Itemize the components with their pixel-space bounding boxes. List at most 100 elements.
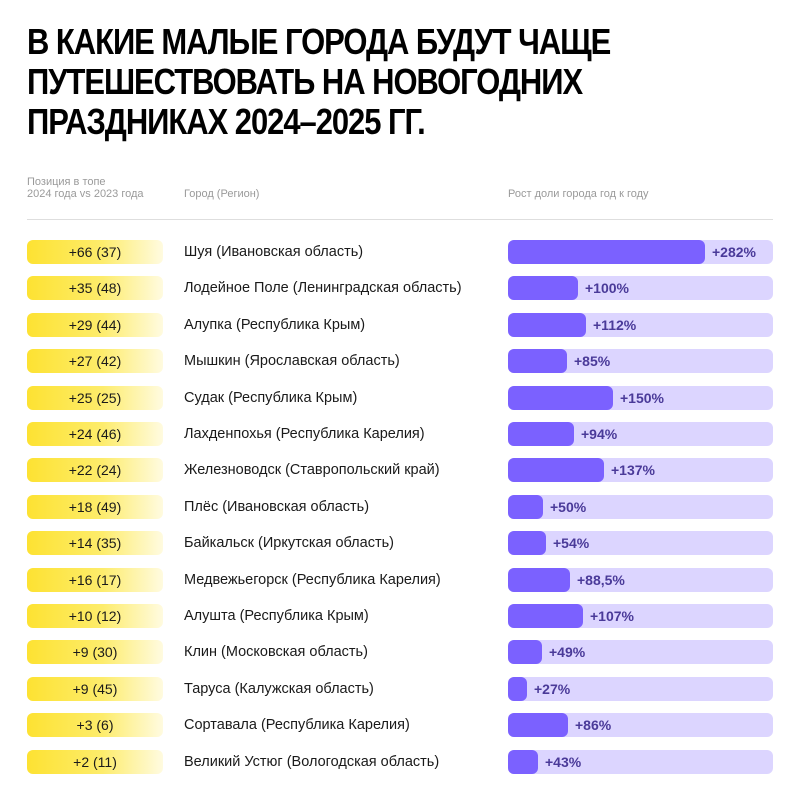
growth-value-label: +50% bbox=[550, 498, 587, 515]
column-header-position-line-2: 2024 года vs 2023 года bbox=[27, 188, 144, 200]
position-change-badge: +24 (46) bbox=[27, 422, 163, 446]
growth-bar-fill bbox=[508, 676, 527, 701]
position-change-badge: +35 (48) bbox=[27, 276, 163, 301]
city-name: Лодейное Поле (Ленинградская область) bbox=[184, 280, 462, 297]
city-name: Судак (Республика Крым) bbox=[184, 389, 358, 406]
growth-bar-fill bbox=[508, 713, 568, 738]
table-row: +9 (30) Клин (Московская область) +49% bbox=[0, 640, 800, 665]
title-line-3: праздниках 2024–2025 гг. bbox=[27, 101, 426, 142]
city-name: Железноводск (Ставропольский край) bbox=[184, 462, 440, 479]
growth-bar-fill bbox=[508, 276, 578, 301]
position-change-badge: +16 (17) bbox=[27, 567, 163, 592]
table-row: +25 (25) Судак (Республика Крым) +150% bbox=[0, 385, 800, 410]
column-header-city: Город (Регион) bbox=[184, 188, 260, 200]
position-change-badge: +9 (30) bbox=[27, 640, 163, 665]
header-divider bbox=[27, 219, 773, 220]
position-change-badge: +29 (44) bbox=[27, 312, 163, 337]
city-name: Байкальск (Иркутская область) bbox=[184, 535, 394, 552]
city-name: Лахденпохья (Республика Карелия) bbox=[184, 426, 425, 442]
city-name: Алупка (Республика Крым) bbox=[184, 316, 366, 333]
table-row: +18 (49) Плёс (Ивановская область) +50% bbox=[0, 494, 800, 519]
position-change-badge: +25 (25) bbox=[27, 385, 163, 410]
growth-bar-track: +107% bbox=[508, 604, 773, 628]
table-row: +35 (48) Лодейное Поле (Ленинградская обл… bbox=[0, 276, 800, 301]
position-change-badge: +2 (11) bbox=[27, 749, 163, 774]
growth-value-label: +112% bbox=[593, 316, 637, 333]
table-row: +29 (44) Алупка (Республика Крым) +112% bbox=[0, 312, 800, 337]
position-change-badge: +66 (37) bbox=[27, 240, 163, 264]
growth-value-label: +282% bbox=[712, 244, 756, 260]
growth-value-label: +43% bbox=[545, 753, 582, 770]
growth-bar-track: +86% bbox=[508, 713, 773, 738]
table-row: +27 (42) Мышкин (Ярославская область) +85% bbox=[0, 349, 800, 374]
growth-bar-track: +100% bbox=[508, 276, 773, 301]
city-name: Великий Устюг (Вологодская область) bbox=[184, 753, 440, 770]
column-header-growth: Рост доли города год к году bbox=[508, 188, 649, 200]
position-change-badge: +14 (35) bbox=[27, 531, 163, 556]
growth-bar-fill bbox=[508, 531, 546, 556]
position-change-badge: +3 (6) bbox=[27, 713, 163, 738]
growth-bar-track: +112% bbox=[508, 312, 773, 337]
growth-bar-track: +50% bbox=[508, 494, 773, 519]
city-name: Таруса (Калужская область) bbox=[184, 680, 374, 697]
city-name: Алушта (Республика Крым) bbox=[184, 608, 369, 624]
growth-value-label: +85% bbox=[574, 353, 611, 370]
growth-bar-fill bbox=[508, 494, 543, 519]
table-row: +14 (35) Байкальск (Иркутская область) +54… bbox=[0, 531, 800, 556]
growth-value-label: +94% bbox=[581, 426, 618, 442]
growth-value-label: +150% bbox=[620, 389, 664, 406]
growth-bar-fill bbox=[508, 240, 705, 264]
table-row: +66 (37) Шуя (Ивановская область) +282% bbox=[0, 240, 800, 264]
title-line-1: В какие малые города будут чаще bbox=[27, 21, 611, 62]
growth-bar-track: +282% bbox=[508, 240, 773, 264]
growth-bar-track: +49% bbox=[508, 640, 773, 665]
growth-value-label: +100% bbox=[585, 280, 629, 297]
growth-bar-fill bbox=[508, 422, 574, 446]
position-change-badge: +9 (45) bbox=[27, 676, 163, 701]
growth-bar-track: +137% bbox=[508, 458, 773, 483]
growth-bar-fill bbox=[508, 604, 583, 628]
city-name: Сортавала (Республика Карелия) bbox=[184, 717, 410, 734]
growth-bar-track: +85% bbox=[508, 349, 773, 374]
table-row: +24 (46) Лахденпохья (Республика Карелия)… bbox=[0, 422, 800, 446]
growth-value-label: +27% bbox=[534, 680, 571, 697]
table-row: +9 (45) Таруса (Калужская область) +27% bbox=[0, 676, 800, 701]
city-name: Мышкин (Ярославская область) bbox=[184, 353, 400, 370]
city-name: Медвежьегорск (Республика Карелия) bbox=[184, 571, 441, 588]
growth-bar-track: +94% bbox=[508, 422, 773, 446]
position-change-badge: +27 (42) bbox=[27, 349, 163, 374]
growth-bar-fill bbox=[508, 312, 586, 337]
city-name: Шуя (Ивановская область) bbox=[184, 244, 364, 260]
growth-bar-track: +54% bbox=[508, 531, 773, 556]
position-change-badge: +18 (49) bbox=[27, 494, 163, 519]
position-change-badge: +22 (24) bbox=[27, 458, 163, 483]
position-change-badge: +10 (12) bbox=[27, 604, 163, 628]
column-header-position: Позиция в топе 2024 года vs 2023 года bbox=[27, 176, 144, 200]
growth-bar-fill bbox=[508, 349, 567, 374]
city-name: Клин (Московская область) bbox=[184, 644, 368, 661]
growth-bar-fill bbox=[508, 567, 570, 592]
growth-bar-track: +88,5% bbox=[508, 567, 773, 592]
table-row: +3 (6) Сортавала (Республика Карелия) +86% bbox=[0, 713, 800, 738]
growth-value-label: +49% bbox=[549, 644, 586, 661]
title-line-2: путешествовать на новогодних bbox=[27, 61, 583, 102]
growth-bar-fill bbox=[508, 640, 542, 665]
table-row: +10 (12) Алушта (Республика Крым) +107% bbox=[0, 604, 800, 628]
column-header-position-line-1: Позиция в топе bbox=[27, 176, 106, 188]
city-name: Плёс (Ивановская область) bbox=[184, 498, 370, 515]
growth-bar-track: +43% bbox=[508, 749, 773, 774]
growth-bar-track: +150% bbox=[508, 385, 773, 410]
page-title: В какие малые города будут чаще путешест… bbox=[27, 22, 681, 142]
growth-value-label: +86% bbox=[575, 717, 612, 734]
growth-bar-fill bbox=[508, 458, 604, 483]
growth-bar-fill bbox=[508, 385, 613, 410]
table-row: +2 (11) Великий Устюг (Вологодская област… bbox=[0, 749, 800, 774]
table-row: +16 (17) Медвежьегорск (Республика Карели… bbox=[0, 567, 800, 592]
growth-bar-fill bbox=[508, 749, 538, 774]
growth-bar-track: +27% bbox=[508, 676, 773, 701]
table-row: +22 (24) Железноводск (Ставропольский кра… bbox=[0, 458, 800, 483]
growth-value-label: +107% bbox=[590, 608, 634, 624]
growth-value-label: +88,5% bbox=[577, 571, 625, 588]
growth-value-label: +137% bbox=[611, 462, 655, 479]
growth-value-label: +54% bbox=[553, 535, 590, 552]
